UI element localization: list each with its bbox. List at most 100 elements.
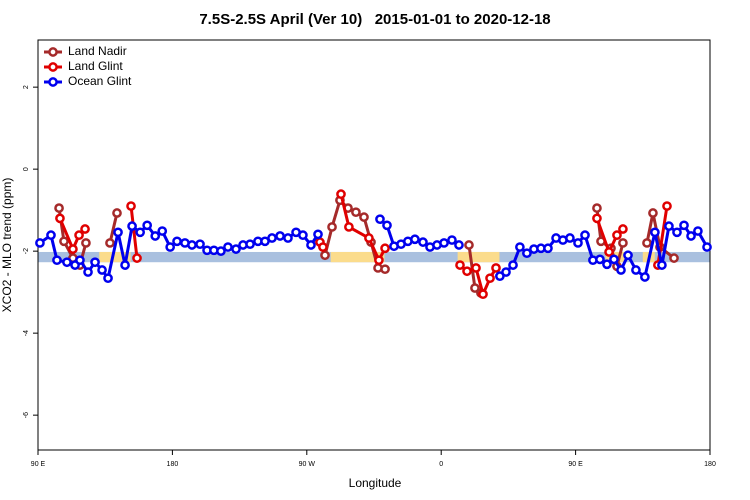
point bbox=[522, 248, 532, 259]
point bbox=[447, 235, 457, 245]
point bbox=[195, 239, 205, 250]
point bbox=[618, 238, 628, 248]
point bbox=[380, 264, 390, 275]
point bbox=[679, 220, 689, 231]
point bbox=[604, 247, 614, 257]
point bbox=[52, 255, 62, 266]
point bbox=[648, 208, 658, 218]
point bbox=[616, 265, 626, 275]
point bbox=[470, 283, 480, 293]
point bbox=[127, 221, 137, 231]
point bbox=[686, 231, 696, 241]
point bbox=[439, 238, 449, 248]
point bbox=[609, 254, 619, 265]
point bbox=[592, 203, 602, 213]
point bbox=[515, 242, 525, 252]
point bbox=[172, 236, 182, 247]
point bbox=[491, 263, 501, 273]
point bbox=[267, 233, 277, 243]
point bbox=[135, 227, 145, 238]
point bbox=[62, 257, 72, 268]
point bbox=[455, 260, 465, 270]
point bbox=[631, 265, 641, 275]
x-tick-label: 90 E bbox=[31, 461, 46, 468]
legend-label: Ocean Glint bbox=[68, 74, 132, 88]
point bbox=[157, 226, 168, 236]
point bbox=[702, 242, 712, 252]
point bbox=[485, 273, 495, 284]
point bbox=[374, 255, 384, 266]
point bbox=[46, 230, 56, 241]
point bbox=[478, 289, 488, 300]
point bbox=[142, 220, 153, 231]
point bbox=[595, 254, 605, 265]
point bbox=[150, 231, 161, 241]
x-tick-label: 90 E bbox=[568, 461, 583, 468]
legend-marker bbox=[48, 47, 58, 57]
point bbox=[283, 233, 293, 243]
point bbox=[602, 259, 612, 270]
point bbox=[508, 260, 518, 270]
point bbox=[454, 240, 464, 250]
point bbox=[375, 214, 385, 225]
point bbox=[359, 212, 369, 222]
shade-span bbox=[99, 251, 131, 263]
point bbox=[126, 201, 136, 211]
point bbox=[462, 266, 472, 277]
point bbox=[327, 222, 337, 232]
y-tick-label: -2 bbox=[23, 248, 30, 254]
point bbox=[351, 207, 361, 218]
point bbox=[35, 238, 45, 248]
point bbox=[471, 263, 481, 273]
point bbox=[612, 230, 622, 241]
point bbox=[81, 238, 91, 248]
point bbox=[68, 244, 78, 254]
point bbox=[74, 230, 84, 241]
legend-marker bbox=[48, 77, 58, 87]
y-tick-label: 2 bbox=[23, 85, 30, 89]
point bbox=[165, 242, 176, 252]
point bbox=[231, 244, 241, 254]
point bbox=[216, 246, 226, 256]
x-tick-label: 0 bbox=[439, 461, 443, 468]
point bbox=[364, 233, 374, 243]
point bbox=[54, 203, 64, 213]
legend-marker bbox=[48, 62, 58, 72]
point bbox=[418, 237, 428, 247]
shade-span bbox=[457, 251, 500, 263]
y-tick-label: -4 bbox=[23, 330, 30, 336]
point bbox=[75, 255, 85, 266]
point bbox=[623, 250, 633, 261]
point bbox=[132, 253, 142, 263]
point bbox=[642, 238, 652, 248]
point bbox=[464, 240, 474, 250]
point bbox=[336, 189, 346, 200]
point bbox=[640, 272, 650, 282]
point bbox=[83, 267, 93, 277]
point bbox=[693, 226, 703, 236]
point bbox=[565, 233, 575, 243]
point bbox=[618, 224, 628, 234]
point bbox=[410, 234, 420, 245]
point bbox=[313, 229, 323, 240]
point bbox=[90, 257, 100, 268]
x-tick-label: 180 bbox=[704, 461, 716, 468]
point bbox=[113, 227, 123, 238]
y-tick-label: 0 bbox=[23, 167, 30, 171]
point bbox=[664, 221, 674, 231]
point bbox=[306, 240, 316, 250]
point bbox=[380, 243, 390, 254]
point bbox=[650, 227, 660, 238]
point bbox=[592, 213, 602, 224]
point bbox=[103, 273, 113, 284]
point bbox=[112, 208, 122, 218]
point bbox=[580, 230, 590, 241]
x-axis-label: Longitude bbox=[349, 476, 402, 490]
point bbox=[501, 267, 511, 277]
x-tick-label: 180 bbox=[167, 461, 179, 468]
point bbox=[382, 220, 392, 231]
y-tick-label: -6 bbox=[23, 412, 30, 418]
point bbox=[318, 242, 328, 252]
point bbox=[672, 227, 682, 238]
point bbox=[657, 260, 667, 270]
